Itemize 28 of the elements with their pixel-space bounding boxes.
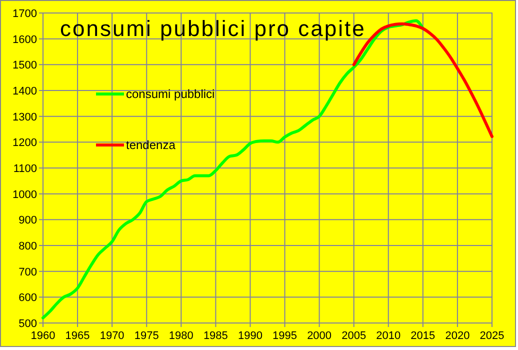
x-tick-label: 2015: [410, 330, 436, 342]
y-tick-label: 700: [18, 266, 37, 278]
x-tick-label: 1960: [30, 330, 56, 342]
y-tick-label: 900: [18, 214, 37, 227]
x-tick-label: 2025: [480, 330, 504, 342]
x-tick-label: 2005: [342, 330, 366, 342]
y-tick-label: 1000: [12, 188, 37, 201]
y-tick-label: 500: [18, 318, 37, 330]
x-tick-label: 2020: [445, 330, 470, 342]
y-tick-label: 1700: [12, 8, 37, 20]
y-tick-label: 1100: [13, 163, 37, 175]
y-tick-label: 1400: [12, 86, 37, 98]
x-tick-label: 1995: [272, 330, 298, 342]
line-series: [42, 19, 424, 320]
x-tick-label: 2010: [376, 330, 401, 342]
x-tick-label: 1965: [65, 330, 90, 342]
y-tick-label: 1500: [12, 60, 37, 72]
y-tick-label: 800: [18, 240, 37, 252]
y-tick-label: 600: [18, 292, 37, 304]
y-tick-label: 1600: [12, 34, 37, 46]
y-tick-label: 1300: [12, 111, 37, 124]
x-tick-label: 1985: [203, 330, 228, 342]
x-tick-label: 1990: [238, 330, 262, 342]
x-tick-label: 2000: [307, 330, 332, 342]
x-tick-label: 1970: [100, 330, 124, 342]
x-tick-label: 1980: [168, 330, 194, 342]
x-tick-label: 1975: [134, 330, 159, 342]
y-tick-label: 1200: [12, 137, 37, 150]
